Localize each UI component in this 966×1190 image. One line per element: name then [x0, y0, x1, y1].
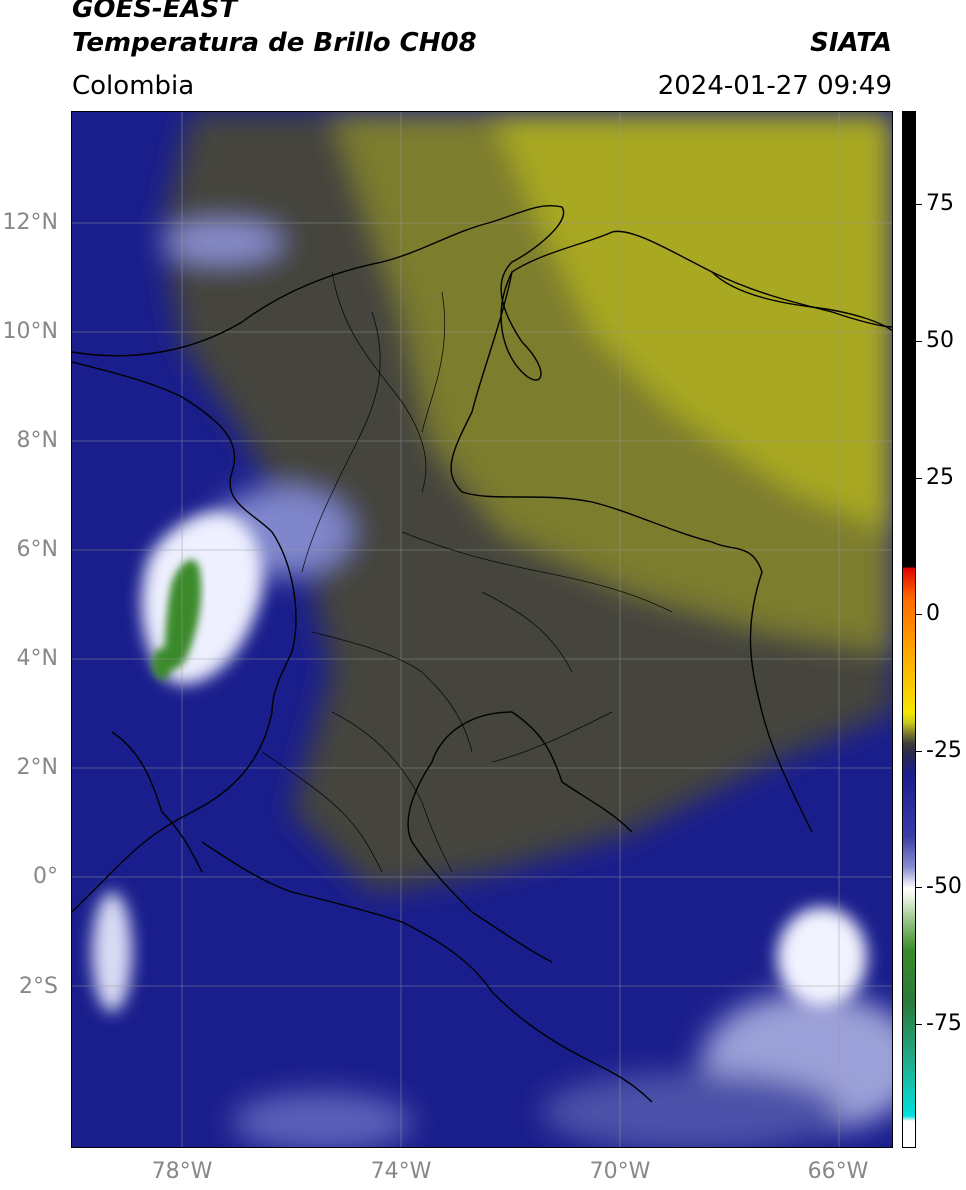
- colorbar-label-minus50: -50: [926, 874, 962, 899]
- lon-tick-70w: 70°W: [589, 1159, 651, 1184]
- product-title: Temperatura de Brillo CH08: [72, 28, 477, 58]
- temperature-colorbar: [902, 111, 916, 1148]
- graticule: [72, 112, 892, 1147]
- lat-tick-12n: 12°N: [2, 210, 58, 235]
- brightness-temperature-image: [72, 112, 892, 1147]
- lon-tick-74w: 74°W: [370, 1159, 432, 1184]
- colorbar-label-0: 0: [926, 601, 940, 626]
- satellite-map[interactable]: [71, 111, 893, 1148]
- lon-tick-78w: 78°W: [151, 1159, 213, 1184]
- colorbar-label-25: 25: [926, 465, 954, 490]
- colorbar-tick-25: [916, 478, 922, 479]
- colombia-brazil-border: [407, 711, 633, 963]
- colorbar-label-minus75: -75: [926, 1011, 962, 1036]
- colombia-venezuela-border: [450, 271, 813, 833]
- lat-tick-2s: 2°S: [19, 974, 58, 999]
- lat-tick-4n: 4°N: [16, 646, 58, 671]
- pacific-coast: [72, 361, 297, 913]
- colorbar-label-50: 50: [926, 328, 954, 353]
- colorbar-tick-0: [916, 614, 922, 615]
- venezuela-coast-east: [711, 271, 892, 332]
- ecuador-outline: [111, 731, 203, 873]
- lon-tick-66w: 66°W: [807, 1159, 869, 1184]
- lat-tick-6n: 6°N: [16, 537, 58, 562]
- very-dry-yellow-band: [492, 112, 892, 532]
- colorbar-tick-minus50: [916, 887, 922, 888]
- lat-tick-2n: 2°N: [16, 755, 58, 780]
- lat-tick-0: 0°: [33, 864, 58, 889]
- agency-label: SIATA: [810, 28, 892, 58]
- timestamp-label: 2024-01-27 09:49: [657, 71, 892, 101]
- colorbar-label-minus25: -25: [926, 738, 962, 763]
- colorbar-label-75: 75: [926, 191, 954, 216]
- coastlines-and-borders: [72, 205, 892, 1103]
- deep-convection-core: [163, 559, 202, 670]
- colorbar-tick-minus75: [916, 1024, 922, 1025]
- region-label: Colombia: [72, 71, 195, 101]
- department-boundaries: [261, 271, 673, 873]
- satellite-title: GOES-EAST: [72, 0, 238, 24]
- lat-tick-8n: 8°N: [16, 428, 58, 453]
- caribbean-coast: [72, 205, 892, 381]
- lat-tick-10n: 10°N: [2, 319, 58, 344]
- colorbar-tick-75: [916, 204, 922, 205]
- colorbar-tick-50: [916, 341, 922, 342]
- colombia-peru-border: [201, 841, 653, 1103]
- colorbar-tick-minus25: [916, 751, 922, 752]
